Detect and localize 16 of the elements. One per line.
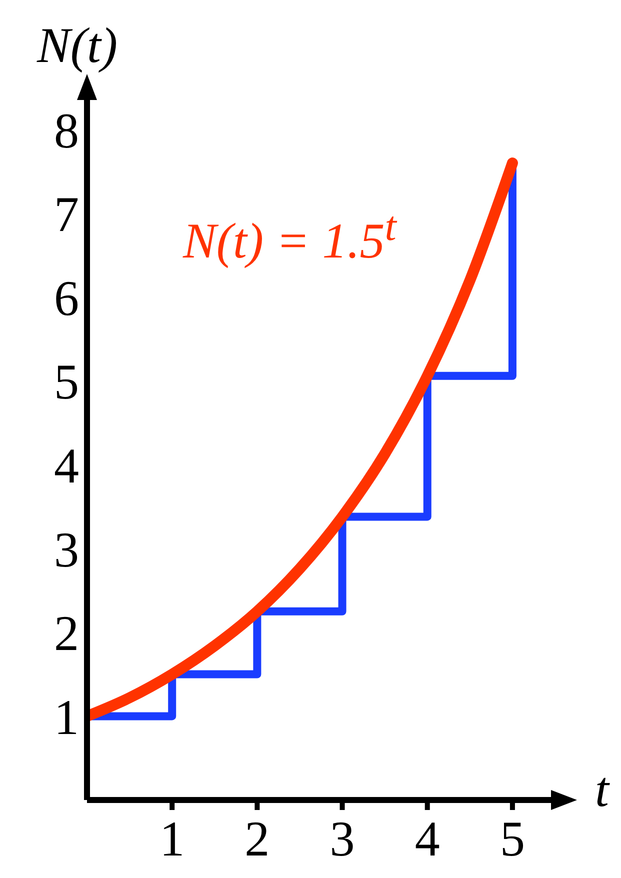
y-tick-label: 6 bbox=[54, 270, 79, 326]
y-tick-label: 7 bbox=[54, 186, 79, 242]
y-tick-label: 8 bbox=[54, 102, 79, 158]
y-tick-label: 1 bbox=[54, 688, 79, 745]
y-axis-title: N(t) bbox=[37, 16, 118, 74]
x-tick-label: 3 bbox=[330, 810, 355, 866]
x-axis-title: t bbox=[595, 760, 609, 818]
x-tick-label: 4 bbox=[414, 810, 440, 866]
y-tick-label: 3 bbox=[54, 521, 79, 578]
y-tick-label: 5 bbox=[54, 354, 79, 410]
x-tick-label: 2 bbox=[244, 810, 270, 866]
annotation: N(t) = 1.5$^{t}$ bbox=[183, 203, 396, 270]
y-tick-label: 2 bbox=[54, 605, 79, 662]
x-tick-label: 5 bbox=[500, 810, 525, 866]
x-tick-label: 1 bbox=[160, 810, 185, 866]
y-tick-label: 4 bbox=[54, 438, 79, 494]
